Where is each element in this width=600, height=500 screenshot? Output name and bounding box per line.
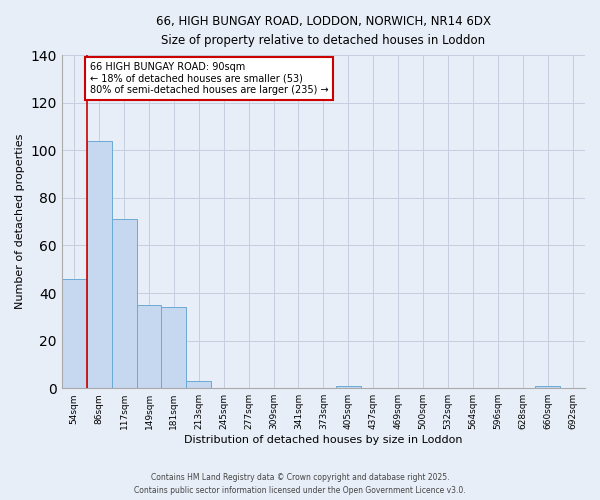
Bar — [161, 308, 187, 388]
Bar — [187, 381, 211, 388]
Bar — [62, 279, 87, 388]
Bar — [137, 305, 161, 388]
Title: 66, HIGH BUNGAY ROAD, LODDON, NORWICH, NR14 6DX
Size of property relative to det: 66, HIGH BUNGAY ROAD, LODDON, NORWICH, N… — [156, 15, 491, 47]
Bar — [535, 386, 560, 388]
Y-axis label: Number of detached properties: Number of detached properties — [15, 134, 25, 310]
Text: 66 HIGH BUNGAY ROAD: 90sqm
← 18% of detached houses are smaller (53)
80% of semi: 66 HIGH BUNGAY ROAD: 90sqm ← 18% of deta… — [89, 62, 328, 96]
X-axis label: Distribution of detached houses by size in Loddon: Distribution of detached houses by size … — [184, 435, 463, 445]
Text: Contains HM Land Registry data © Crown copyright and database right 2025.
Contai: Contains HM Land Registry data © Crown c… — [134, 474, 466, 495]
Bar — [112, 220, 137, 388]
Bar — [87, 141, 112, 388]
Bar — [336, 386, 361, 388]
